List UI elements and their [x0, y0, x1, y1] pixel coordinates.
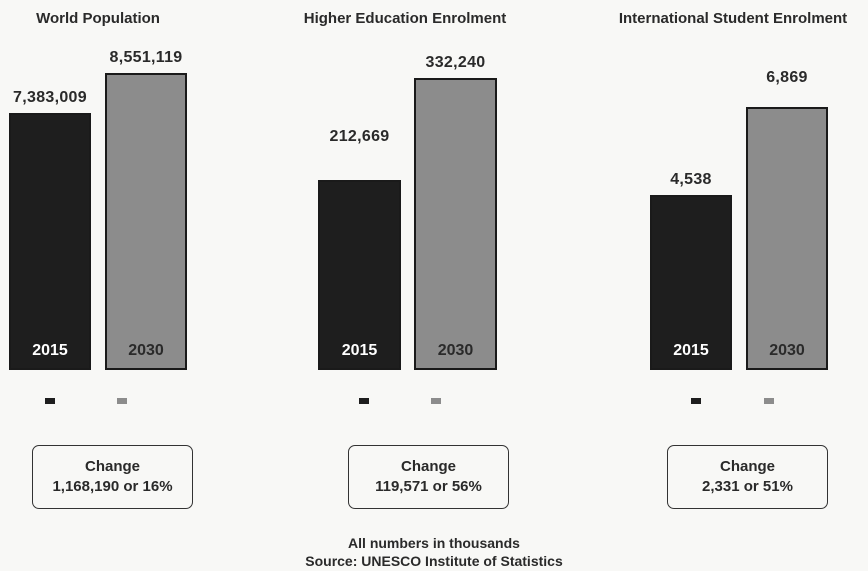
bar-value-label: 4,538 — [670, 171, 712, 188]
bar-category-label: 2015 — [32, 342, 68, 359]
chart-title: World Population — [36, 10, 160, 27]
bar-value-label: 7,383,009 — [13, 89, 87, 106]
bar: 2015 — [318, 180, 401, 370]
change-value: 2,331 or 51% — [702, 478, 793, 495]
bar-value-label: 6,869 — [766, 69, 808, 86]
bar: 2030 — [414, 78, 497, 370]
bar-category-label: 2015 — [673, 342, 709, 359]
bar-value-label: 212,669 — [329, 128, 390, 145]
change-value: 119,571 or 56% — [375, 478, 482, 495]
chart-panel: Higher Education Enrolment 2015 212,669 203… — [303, 10, 509, 509]
bar-category-label: 2030 — [128, 342, 164, 359]
bar-value-label: 8,551,119 — [109, 49, 183, 66]
bar-value-label: 332,240 — [425, 54, 486, 71]
source-note: Source: UNESCO Institute of Statistics — [305, 553, 563, 569]
bar: 2030 — [105, 73, 187, 370]
chart-title: Higher Education Enrolment — [303, 10, 507, 27]
bar-category-label: 2015 — [341, 342, 378, 359]
legend-swatch — [45, 398, 55, 404]
legend-swatch — [359, 398, 369, 404]
bar-category-label: 2030 — [437, 342, 474, 359]
chart-panel: International Student Enrolment 2015 4,538… — [618, 10, 848, 509]
legend-swatch — [691, 398, 701, 404]
change-box: Change 2,331 or 51% — [667, 445, 828, 509]
units-note: All numbers in thousands — [348, 535, 520, 551]
bar: 2030 — [746, 107, 828, 370]
legend-swatch — [117, 398, 127, 404]
legend-swatch — [431, 398, 441, 404]
chart-panel: World Population 2015 7,383,009 2030 8,551,1… — [9, 10, 193, 509]
bar: 2015 — [650, 195, 732, 370]
change-label: Change — [719, 458, 775, 475]
change-label: Change — [84, 458, 140, 475]
change-value: 1,168,190 or 16% — [52, 478, 173, 495]
change-box: Change 1,168,190 or 16% — [32, 445, 193, 509]
legend-swatch — [764, 398, 774, 404]
bar-category-label: 2030 — [769, 342, 805, 359]
chart-title: International Student Enrolment — [618, 10, 848, 27]
change-label: Change — [400, 458, 456, 475]
change-box: Change 119,571 or 56% — [348, 445, 509, 509]
bar: 2015 — [9, 113, 91, 370]
